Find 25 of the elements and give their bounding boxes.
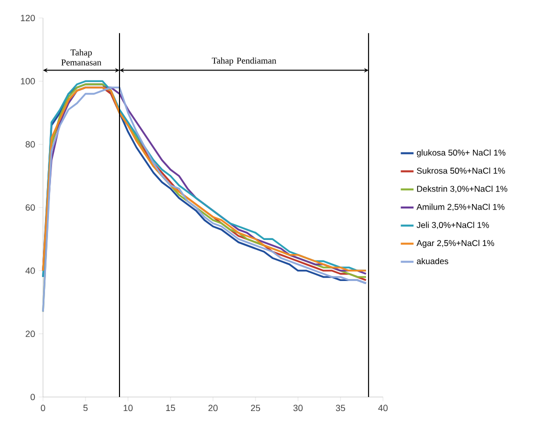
x-tick-label: 35 bbox=[336, 404, 346, 412]
legend-label: glukosa 50%+ NaCl 1% bbox=[416, 149, 506, 158]
y-tick-label: 0 bbox=[30, 394, 35, 400]
x-tick-label: 40 bbox=[378, 404, 388, 412]
legend-label: Agar 2,5%+NaCl 1% bbox=[416, 240, 494, 248]
y-tick-label: 120 bbox=[20, 14, 35, 22]
legend-label: Dekstrin 3,0%+NaCl 1% bbox=[417, 186, 508, 193]
y-tick-label: 100 bbox=[20, 78, 35, 84]
legend-label: Sukrosa 50%+NaCl 1% bbox=[416, 167, 505, 174]
annotation: Tahap Pemanasan bbox=[61, 49, 102, 66]
x-tick-label: 5 bbox=[83, 404, 88, 412]
y-tick-label: 60 bbox=[26, 204, 35, 211]
annotation: Tahap Pendiaman bbox=[212, 57, 276, 66]
x-tick-label: 25 bbox=[250, 404, 260, 412]
x-tick-label: 15 bbox=[166, 404, 176, 412]
x-tick-label: 30 bbox=[293, 404, 303, 412]
y-tick-label: 40 bbox=[25, 267, 35, 274]
x-tick-label: 10 bbox=[124, 404, 133, 412]
y-tick-label: 20 bbox=[26, 330, 35, 338]
x-tick-label: 0 bbox=[40, 404, 46, 412]
legend-label: Amilum 2,5%+NaCl 1% bbox=[416, 204, 504, 211]
legend-label: Jeli 3,0%+NaCl 1% bbox=[416, 222, 489, 229]
x-tick-label: 20 bbox=[208, 404, 218, 412]
y-tick-label: 80 bbox=[26, 141, 35, 148]
legend-label: akuades bbox=[416, 258, 448, 264]
